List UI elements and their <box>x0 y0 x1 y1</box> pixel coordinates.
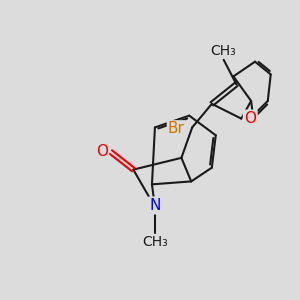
Text: O: O <box>244 111 256 126</box>
Text: N: N <box>149 198 160 213</box>
Text: CH₃: CH₃ <box>142 235 168 249</box>
Text: CH₃: CH₃ <box>211 44 236 58</box>
Text: Br: Br <box>167 121 184 136</box>
Text: O: O <box>96 145 108 160</box>
